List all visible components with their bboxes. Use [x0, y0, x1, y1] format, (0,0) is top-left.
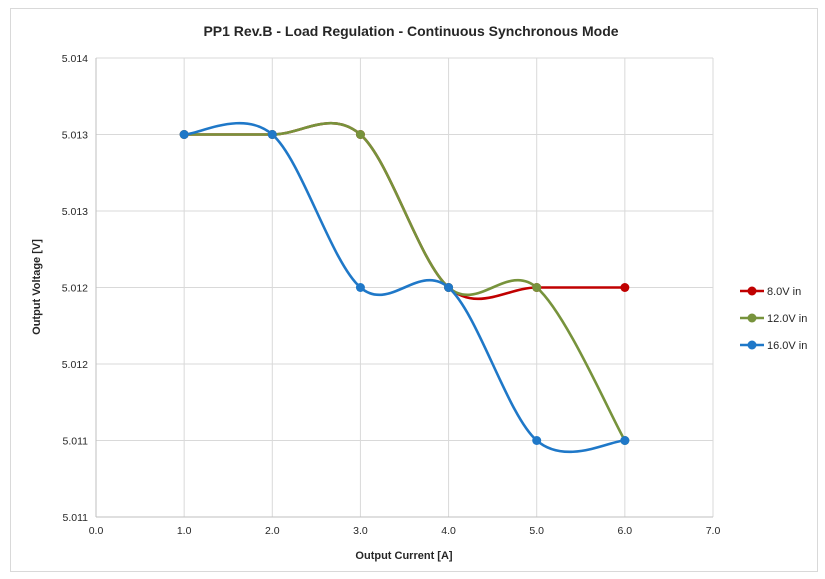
axes: [95, 58, 713, 518]
x-tick-label: 2.0: [265, 525, 280, 537]
data-point: [532, 283, 542, 292]
legend-swatch-marker: [747, 286, 757, 296]
data-point: [444, 283, 454, 292]
y-tick-label: 5.011: [63, 512, 89, 524]
y-axis-title: Output Voltage [V]: [31, 239, 43, 335]
x-tick-label: 1.0: [177, 525, 192, 537]
x-tick-labels: 0.0 1.0 2.0 3.0 4.0 5.0 6.0 7.0: [89, 525, 721, 537]
x-axis-title: Output Current [A]: [355, 550, 452, 562]
x-tick-label: 4.0: [441, 525, 456, 537]
series-line: [184, 121, 626, 442]
data-point: [620, 436, 630, 445]
x-tick-label: 3.0: [353, 525, 368, 537]
y-tick-label: 5.014: [62, 53, 88, 65]
legend-label: 16.0V in: [767, 340, 807, 352]
data-point: [355, 130, 365, 139]
legend-swatch-marker: [747, 340, 757, 350]
x-tick-label: 6.0: [618, 525, 633, 537]
x-tick-label: 0.0: [89, 525, 104, 537]
y-tick-labels: 5.011 5.011 5.012 5.012 5.013 5.013 5.014: [62, 53, 88, 524]
chart-area: [10, 8, 818, 572]
y-tick-label: 5.013: [62, 206, 88, 218]
x-tick-label: 7.0: [706, 525, 721, 537]
legend: 8.0V in 12.0V in 16.0V in: [740, 286, 807, 352]
chart-title: PP1 Rev.B - Load Regulation - Continuous…: [203, 23, 618, 39]
data-point: [620, 283, 630, 292]
legend-label: 8.0V in: [767, 286, 801, 298]
legend-swatch-marker: [747, 313, 757, 323]
legend-label: 12.0V in: [767, 313, 807, 325]
data-point: [267, 130, 277, 139]
data-point: [179, 130, 189, 139]
y-tick-label: 5.012: [62, 283, 88, 295]
data-point: [532, 436, 542, 445]
y-tick-label: 5.011: [63, 436, 89, 448]
data-point: [355, 283, 365, 292]
y-tick-label: 5.013: [62, 130, 88, 142]
series-markers: [179, 130, 630, 445]
x-tick-label: 5.0: [529, 525, 544, 537]
y-tick-label: 5.012: [62, 359, 88, 371]
